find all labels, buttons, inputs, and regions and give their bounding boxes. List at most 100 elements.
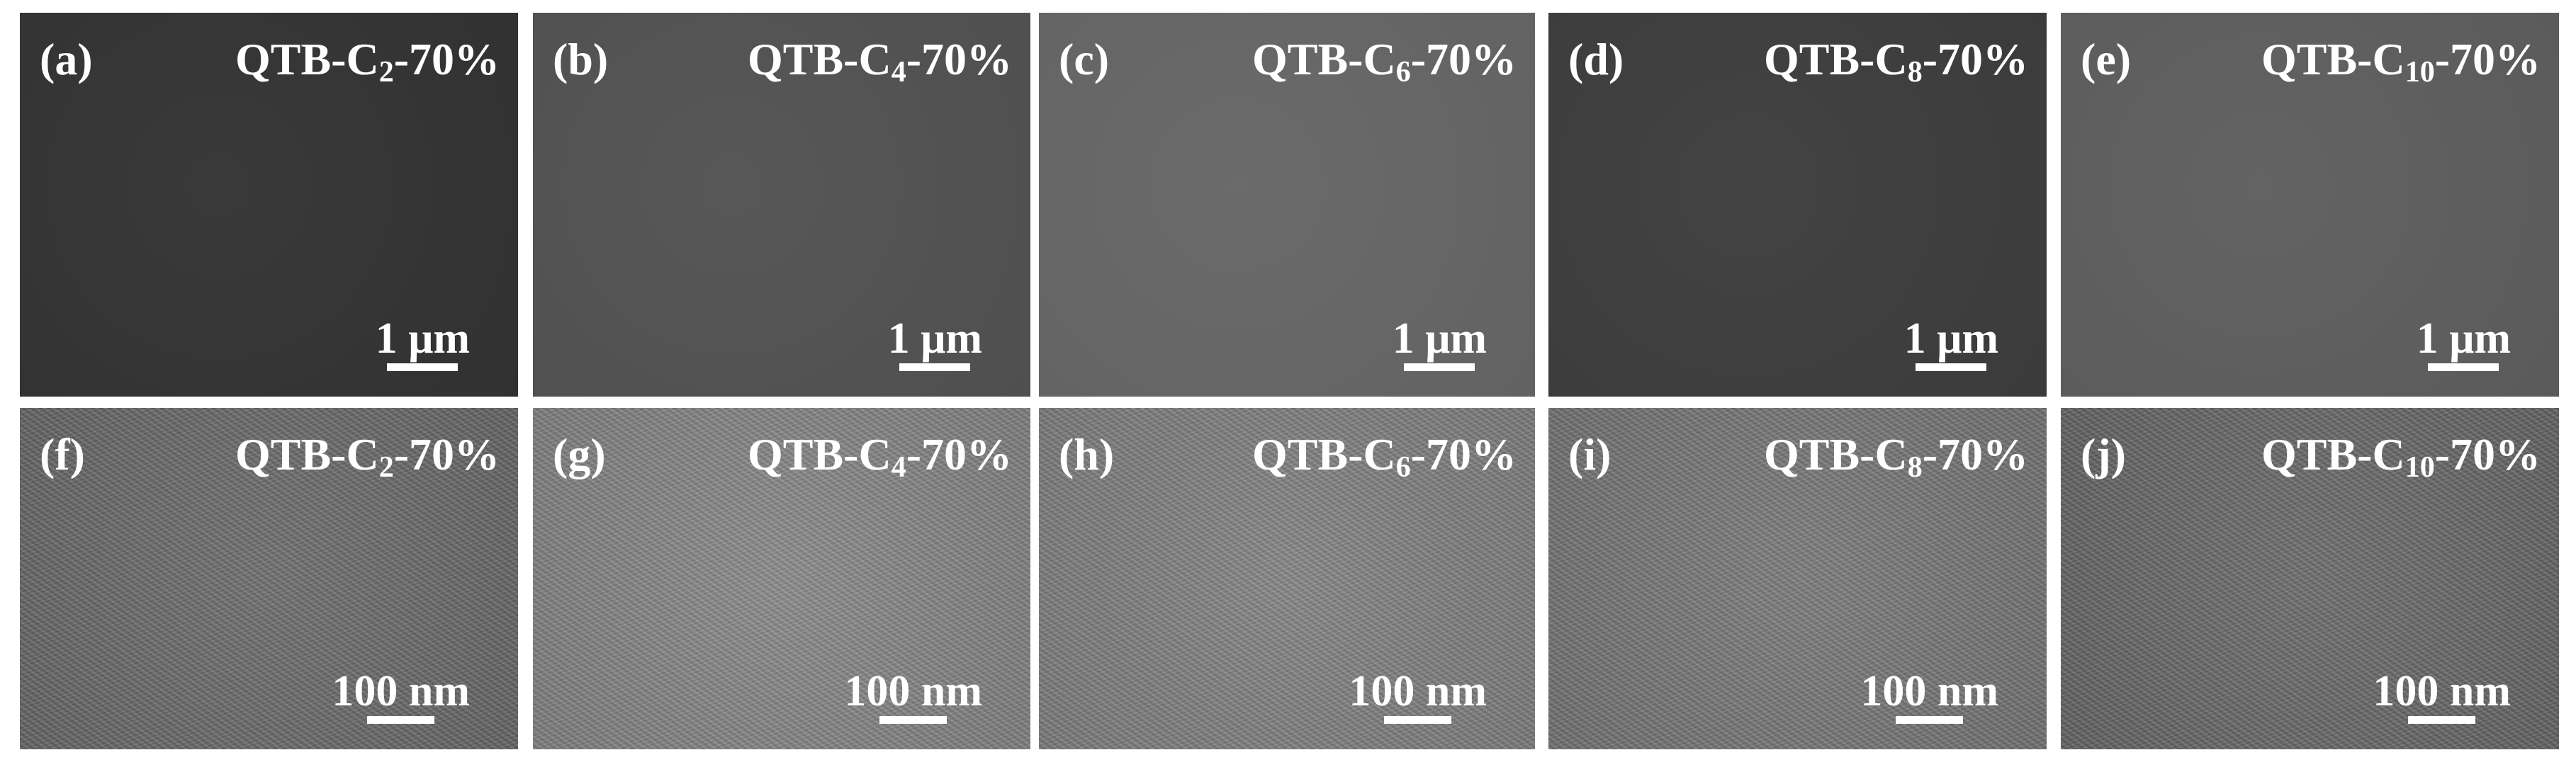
- panel-tag: (g): [553, 429, 606, 479]
- title-pre: QTB-C: [235, 429, 379, 479]
- title-post: -70%: [393, 34, 500, 84]
- panel-tag: (j): [2081, 429, 2126, 479]
- scale-line: [1404, 363, 1475, 371]
- title-pre: QTB-C: [1764, 34, 1908, 84]
- scale-label: 1 μm: [887, 314, 982, 363]
- title-pre: QTB-C: [1252, 429, 1396, 479]
- panel-texture: [1039, 13, 1535, 397]
- scale-line: [1384, 716, 1452, 724]
- panel-title: QTB-C2-70%: [235, 34, 500, 88]
- scale-bar: 1 μm: [376, 317, 470, 371]
- scale-line: [367, 716, 435, 724]
- scale-label: 1 μm: [1903, 314, 1998, 363]
- title-sub: 2: [378, 56, 394, 89]
- sem-panel-a: (a) QTB-C2-70% 1 μm: [20, 13, 518, 397]
- title-pre: QTB-C: [2261, 34, 2405, 84]
- sem-panel-g: (g) QTB-C4-70% 100 nm: [533, 408, 1030, 749]
- panel-texture: [1548, 13, 2047, 397]
- title-post: -70%: [2434, 429, 2541, 479]
- title-sub: 6: [1395, 451, 1411, 484]
- panel-title: QTB-C8-70%: [1764, 429, 2028, 483]
- scale-line: [2408, 716, 2476, 724]
- panel-tag: (h): [1059, 429, 1115, 479]
- title-pre: QTB-C: [748, 429, 892, 479]
- panel-tag: (a): [40, 34, 93, 84]
- panel-title: QTB-C2-70%: [235, 429, 500, 483]
- scale-label: 1 μm: [1392, 314, 1487, 363]
- panel-texture: [533, 13, 1030, 397]
- panel-texture: [1039, 408, 1535, 749]
- title-post: -70%: [1410, 34, 1517, 84]
- title-pre: QTB-C: [1764, 429, 1908, 479]
- panel-tag: (f): [40, 429, 85, 479]
- scale-bar: 1 μm: [888, 317, 982, 371]
- panel-title: QTB-C6-70%: [1252, 429, 1517, 483]
- scale-label: 100 nm: [1860, 667, 1998, 715]
- sem-panel-e: (e) QTB-C10-70% 1 μm: [2061, 13, 2559, 397]
- title-sub: 8: [1907, 451, 1923, 484]
- title-sub: 2: [378, 451, 394, 484]
- scale-bar: 100 nm: [844, 669, 982, 724]
- panel-texture: [20, 13, 518, 397]
- panel-texture: [2061, 408, 2559, 749]
- title-sub: 4: [891, 451, 906, 484]
- title-post: -70%: [1922, 34, 2028, 84]
- panel-title: QTB-C10-70%: [2261, 429, 2541, 483]
- scale-bar: 100 nm: [1860, 669, 1998, 724]
- title-post: -70%: [1922, 429, 2028, 479]
- sem-panel-i: (i) QTB-C8-70% 100 nm: [1548, 408, 2047, 749]
- sem-panel-h: (h) QTB-C6-70% 100 nm: [1039, 408, 1535, 749]
- sem-panel-d: (d) QTB-C8-70% 1 μm: [1548, 13, 2047, 397]
- sem-panel-j: (j) QTB-C10-70% 100 nm: [2061, 408, 2559, 749]
- panel-title: QTB-C6-70%: [1252, 34, 1517, 88]
- scale-bar: 1 μm: [1904, 317, 1998, 371]
- scale-bar: 100 nm: [332, 669, 470, 724]
- title-sub: 4: [891, 56, 906, 89]
- scale-label: 100 nm: [844, 667, 982, 715]
- panel-texture: [533, 408, 1030, 749]
- title-pre: QTB-C: [748, 34, 892, 84]
- title-post: -70%: [1410, 429, 1517, 479]
- scale-bar: 1 μm: [2417, 317, 2511, 371]
- panel-title: QTB-C4-70%: [748, 34, 1012, 88]
- scale-label: 1 μm: [2416, 314, 2511, 363]
- scale-line: [879, 716, 947, 724]
- sem-panel-f: (f) QTB-C2-70% 100 nm: [20, 408, 518, 749]
- scale-bar: 100 nm: [1349, 669, 1487, 724]
- scale-bar: 1 μm: [1393, 317, 1487, 371]
- title-pre: QTB-C: [235, 34, 379, 84]
- panel-title: QTB-C8-70%: [1764, 34, 2028, 88]
- title-post: -70%: [393, 429, 500, 479]
- scale-label: 100 nm: [332, 667, 470, 715]
- scale-bar: 100 nm: [2373, 669, 2511, 724]
- scale-line: [899, 363, 971, 371]
- panel-title: QTB-C4-70%: [748, 429, 1012, 483]
- panel-texture: [1548, 408, 2047, 749]
- panel-title: QTB-C10-70%: [2261, 34, 2541, 88]
- scale-line: [387, 363, 459, 371]
- scale-line: [1916, 363, 1987, 371]
- title-sub: 6: [1395, 56, 1411, 89]
- panel-tag: (d): [1568, 34, 1624, 84]
- title-sub: 8: [1907, 56, 1923, 89]
- scale-label: 100 nm: [2373, 667, 2511, 715]
- panel-tag: (e): [2081, 34, 2132, 84]
- title-sub: 10: [2405, 56, 2435, 89]
- title-post: -70%: [906, 429, 1012, 479]
- panel-tag: (b): [553, 34, 609, 84]
- panel-tag: (c): [1059, 34, 1110, 84]
- title-sub: 10: [2405, 451, 2435, 484]
- title-post: -70%: [2434, 34, 2541, 84]
- scale-line: [2428, 363, 2499, 371]
- panel-texture: [2061, 13, 2559, 397]
- sem-panel-b: (b) QTB-C4-70% 1 μm: [533, 13, 1030, 397]
- panel-tag: (i): [1568, 429, 1612, 479]
- scale-line: [1896, 716, 1964, 724]
- sem-panel-c: (c) QTB-C6-70% 1 μm: [1039, 13, 1535, 397]
- title-pre: QTB-C: [2261, 429, 2405, 479]
- scale-label: 100 nm: [1349, 667, 1487, 715]
- title-post: -70%: [906, 34, 1012, 84]
- title-pre: QTB-C: [1252, 34, 1396, 84]
- scale-label: 1 μm: [375, 314, 470, 363]
